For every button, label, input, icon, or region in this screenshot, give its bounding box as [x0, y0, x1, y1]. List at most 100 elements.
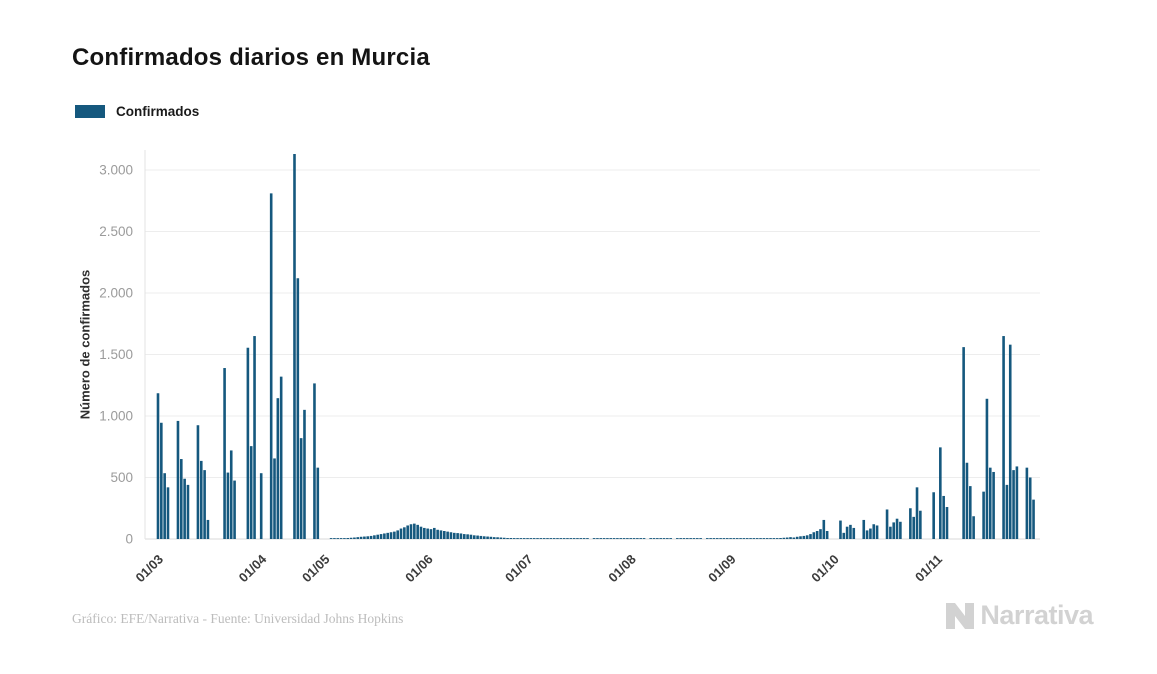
bar [489, 536, 493, 539]
bar [699, 538, 702, 539]
bar [689, 538, 692, 539]
footer-credit: Gráfico: EFE/Narrativa - Fuente: Univers… [72, 611, 404, 626]
bar [259, 473, 263, 539]
bar [486, 536, 489, 539]
bar [373, 535, 376, 539]
bar [992, 471, 995, 539]
bar [313, 383, 316, 539]
bar [339, 538, 343, 539]
bar [253, 336, 256, 539]
bar [233, 480, 236, 539]
x-tick-label: 01/08 [605, 552, 639, 586]
bar [842, 532, 846, 539]
bar [749, 538, 752, 539]
bar [439, 530, 443, 539]
bar [775, 538, 779, 539]
x-tick-label: 01/10 [808, 552, 842, 586]
bar [696, 538, 699, 539]
bar [619, 538, 623, 539]
bar [223, 368, 226, 539]
bar [759, 538, 762, 539]
bar [429, 529, 433, 539]
bar [546, 538, 549, 539]
bar [686, 538, 689, 539]
bar [476, 535, 479, 539]
bar [406, 525, 409, 539]
bar [852, 527, 856, 539]
bar [246, 347, 250, 539]
bar [632, 538, 636, 539]
bar [386, 532, 390, 539]
bar [682, 538, 686, 539]
legend-swatch [75, 105, 105, 118]
bar [1005, 484, 1009, 539]
x-axis-labels: 01/03 01/04 01/05 01/06 01/07 01/08 01/09 01/10… [133, 551, 946, 585]
bar [273, 458, 276, 539]
bar [576, 538, 579, 539]
bar [482, 536, 486, 539]
bar [579, 538, 583, 539]
bar [602, 538, 606, 539]
bar [462, 534, 466, 539]
bar [872, 524, 876, 539]
bar [413, 523, 416, 539]
y-tick-label: 0 [125, 532, 133, 547]
bar [299, 438, 303, 539]
bar [556, 538, 559, 539]
bar [409, 524, 413, 539]
bar [369, 535, 373, 539]
bar [293, 154, 296, 539]
bar [825, 531, 829, 539]
bar [499, 537, 503, 539]
bar [715, 538, 719, 539]
bar [612, 538, 616, 539]
bar [666, 538, 669, 539]
bar [329, 538, 333, 539]
bar [516, 538, 519, 539]
bar [333, 538, 336, 539]
bar [356, 537, 360, 539]
x-tick-label: 01/06 [402, 552, 436, 586]
x-tick-label: 01/09 [705, 552, 739, 586]
bar [862, 519, 866, 539]
bar [839, 520, 842, 539]
bar [479, 535, 483, 539]
bar [569, 538, 573, 539]
bar [639, 538, 643, 539]
bar [522, 538, 526, 539]
bar [276, 398, 280, 539]
bar [186, 484, 190, 539]
bar [376, 534, 380, 539]
bar [676, 538, 679, 539]
bar [915, 487, 919, 539]
bar [419, 526, 423, 539]
bar [452, 532, 456, 539]
bar [849, 524, 852, 539]
bar [199, 460, 203, 539]
bar [496, 537, 499, 539]
bar [909, 508, 912, 539]
bar [349, 537, 353, 539]
bar [732, 538, 736, 539]
bar [582, 538, 586, 539]
bar [745, 538, 749, 539]
bar [649, 538, 653, 539]
x-tick-label: 01/04 [236, 551, 270, 585]
bar [229, 450, 233, 539]
bar [269, 193, 273, 539]
bar [366, 536, 370, 539]
bar [845, 526, 849, 539]
bar [725, 538, 729, 539]
bar [609, 538, 613, 539]
bar [393, 531, 396, 539]
bar [279, 376, 283, 539]
bar [629, 538, 633, 539]
y-tick-label: 1.000 [99, 409, 133, 424]
bar [895, 518, 899, 539]
bar [988, 467, 992, 539]
bar [416, 524, 419, 539]
bar [509, 538, 513, 539]
bar [353, 537, 356, 539]
bar [592, 538, 596, 539]
